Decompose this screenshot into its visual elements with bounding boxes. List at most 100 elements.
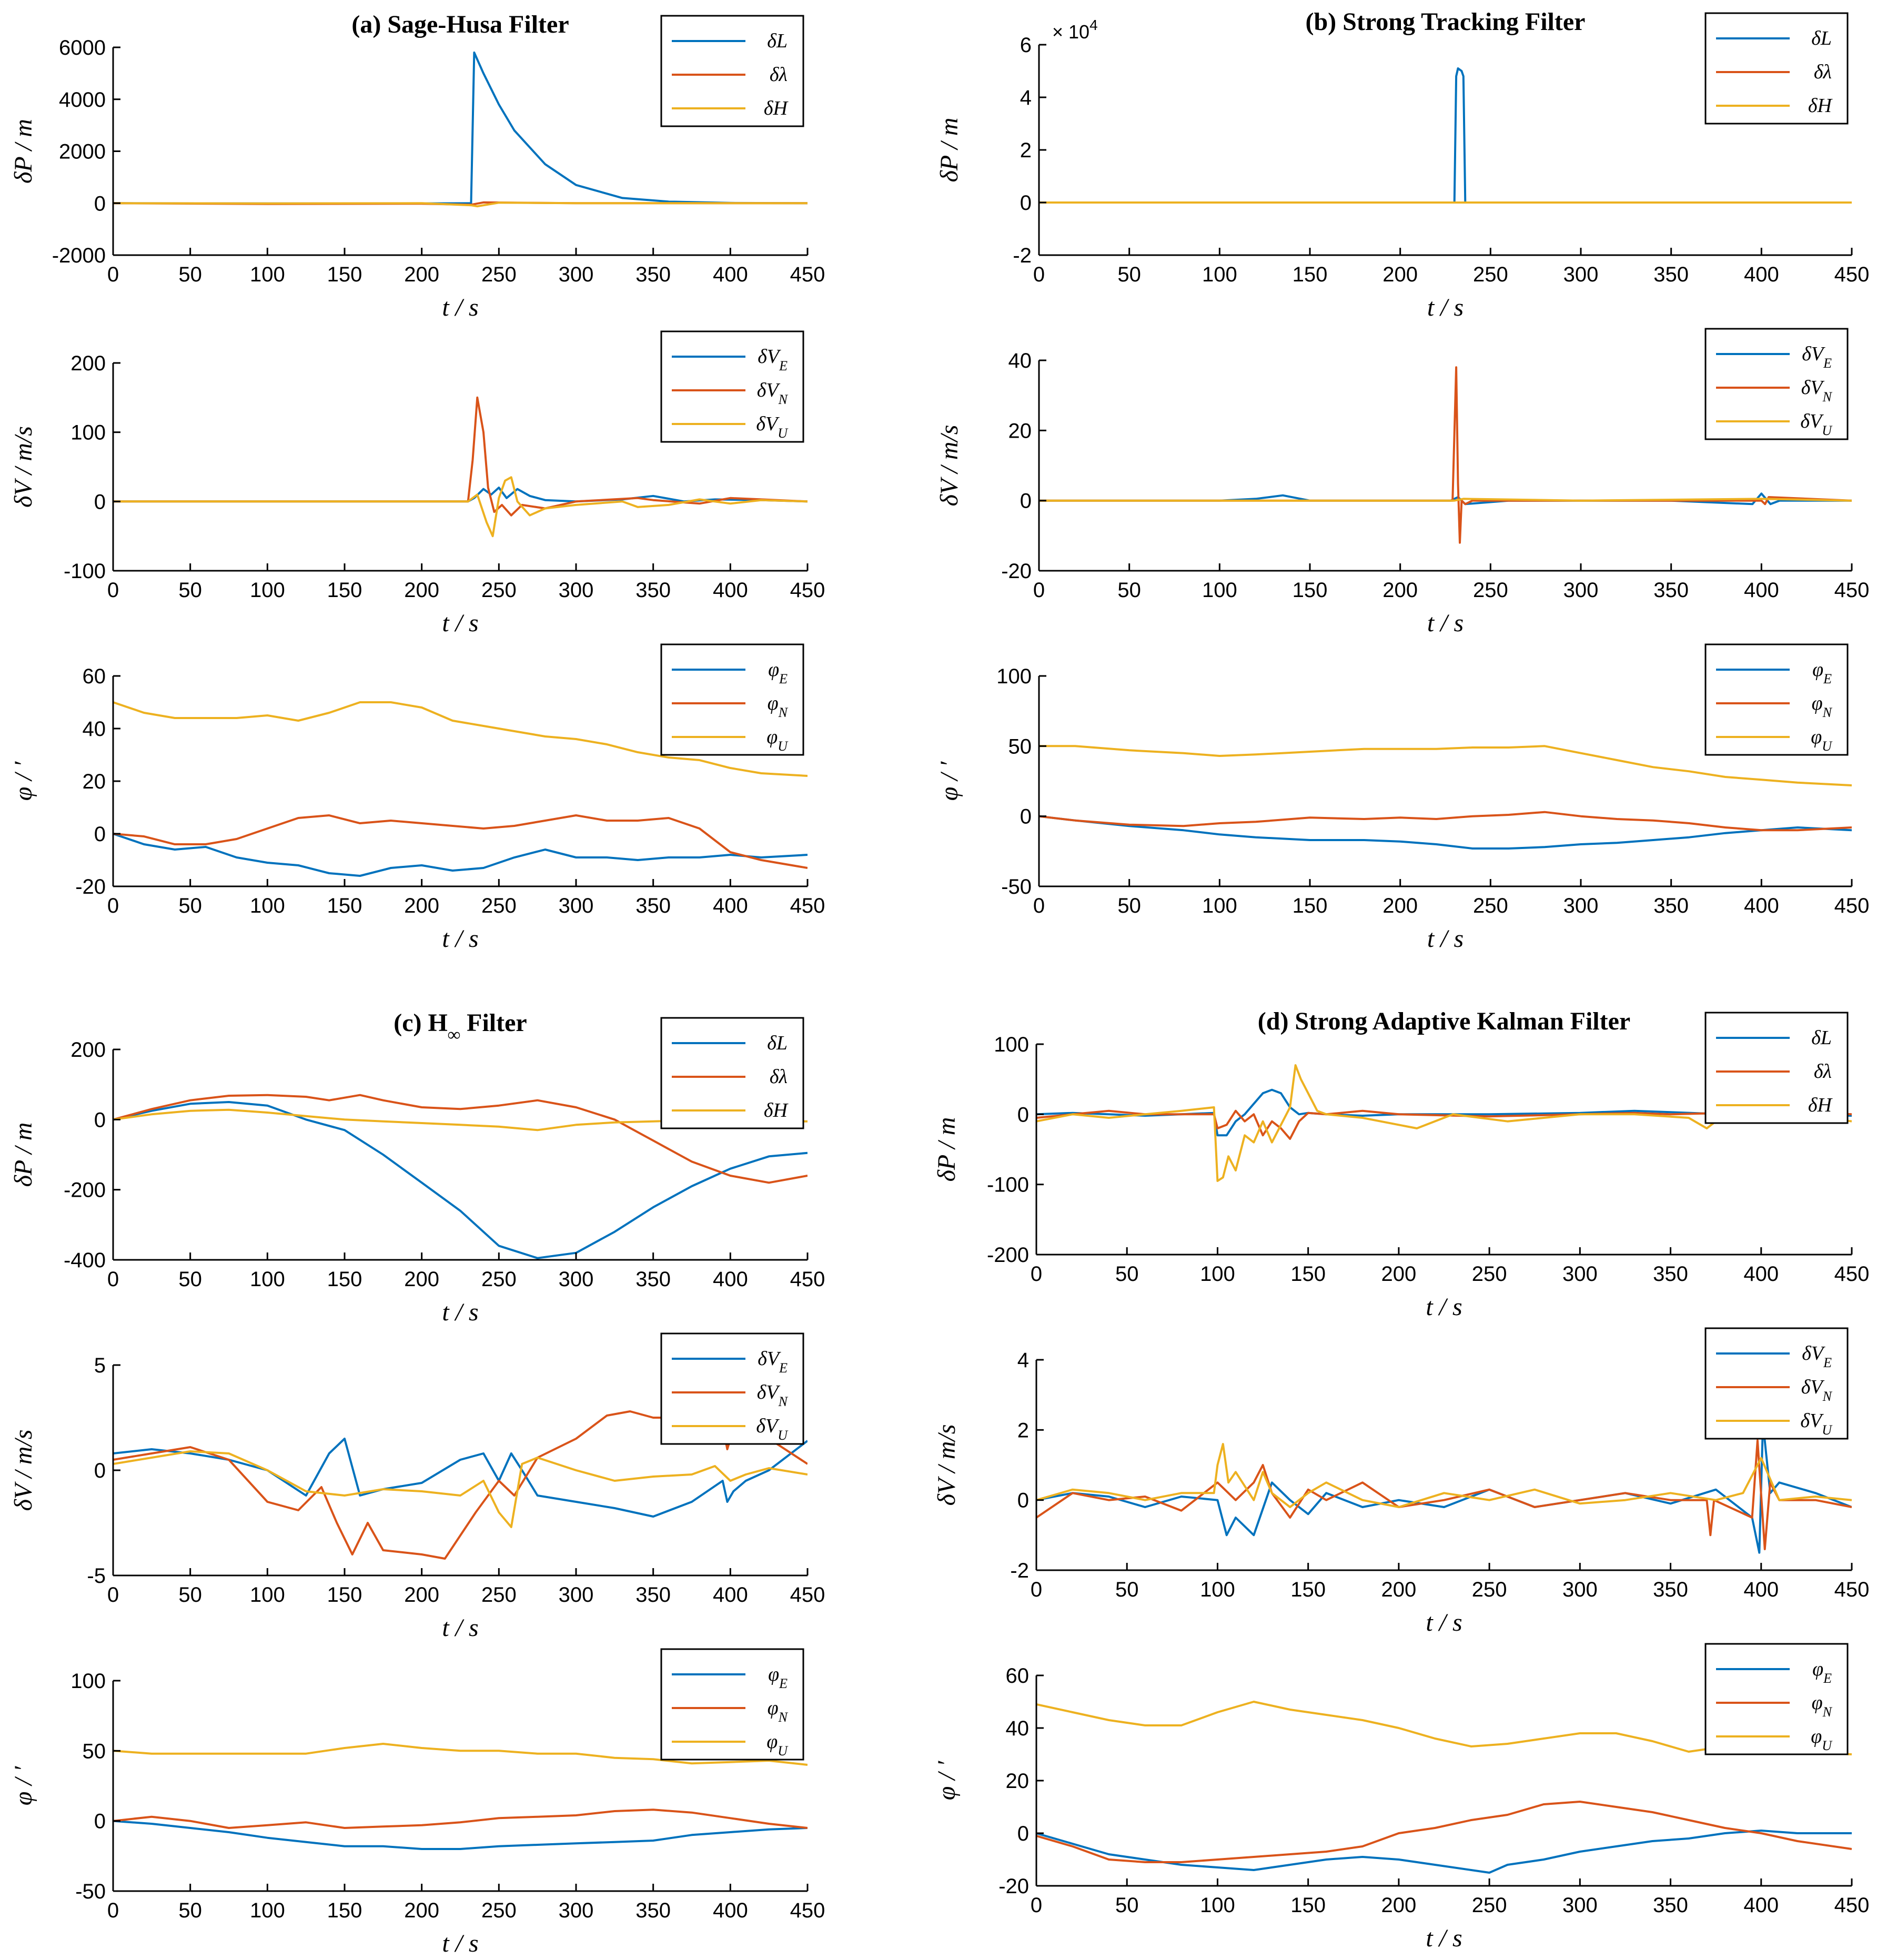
x-tick-label: 300 [1563,894,1599,917]
y-tick-label: -20 [998,1875,1029,1898]
y-tick-label: -50 [75,1880,106,1903]
x-tick-label: 300 [559,1268,594,1291]
x-tick-label: 450 [790,579,825,602]
panel-d1: 0 50 100 150 200 250 300 350 400 450 -200 -100 0 100 t… [933,1007,1869,1321]
x-tick-label: 200 [404,579,439,602]
y-tick-label: 100 [994,1033,1029,1056]
x-tick-label: 400 [713,1583,748,1607]
x-tick-label: 50 [1115,1578,1139,1601]
x-tick-label: 150 [327,1583,362,1607]
x-tick-label: 250 [1472,1262,1507,1286]
series-line-d2-2 [1036,1439,1852,1550]
legend-label: δL [767,1032,788,1054]
y-tick-label: 100 [996,665,1032,688]
series-group [1039,366,1852,544]
series-line-c2-3 [113,1450,808,1528]
y-tick-label: 40 [1008,349,1032,372]
x-tick-label: 250 [481,1583,517,1607]
legend-label: δH [764,1099,789,1122]
x-tick-label: 200 [1381,1894,1417,1917]
x-tick-label: 450 [1834,1894,1870,1917]
series-line-d2-1 [1036,1422,1852,1554]
y-tick-label: 2 [1017,1419,1029,1442]
x-tick-label: 400 [713,894,748,917]
x-tick-label: 250 [1473,263,1508,286]
x-axis-label: t / s [1426,1293,1462,1321]
legend-label: φU [1811,1725,1833,1753]
y-tick-label: -100 [987,1174,1029,1197]
x-tick-label: 300 [1562,1894,1598,1917]
y-tick-label: -50 [1001,875,1032,898]
x-tick-label: 400 [713,263,748,286]
y-tick-label: -2 [1010,1559,1029,1582]
x-axis-label: t / s [442,1929,478,1957]
legend-label: δVE [758,1348,788,1376]
x-tick-label: 300 [1562,1578,1598,1601]
x-tick-label: 0 [1031,1894,1042,1917]
x-tick-label: 450 [1834,894,1870,917]
x-tick-label: 450 [790,1583,825,1607]
axis-exponent: × 104 [1052,17,1098,43]
x-tick-label: 50 [1117,263,1141,286]
x-tick-label: 100 [1200,1894,1235,1917]
x-tick-label: 350 [1653,1262,1688,1286]
x-tick-label: 450 [790,263,825,286]
legend-label: δL [1811,1027,1832,1049]
y-tick-label: 0 [1017,1103,1029,1126]
series-line-c1-2 [113,1094,808,1184]
x-axis-label: t / s [442,925,478,953]
chart-title: (b) Strong Tracking Filter [1306,8,1586,36]
series-line-d3-1 [1036,1830,1852,1874]
x-tick-label: 0 [1033,579,1045,602]
legend-label: δVN [1801,377,1833,405]
x-tick-label: 150 [327,1899,362,1922]
x-axis-label: t / s [1426,1609,1462,1636]
y-tick-label: 20 [83,770,106,793]
x-tick-label: 350 [635,1268,671,1291]
series-line-d1-2 [1036,1109,1852,1140]
x-tick-label: 150 [327,1268,362,1291]
x-tick-label: 150 [1293,894,1328,917]
x-tick-label: 200 [1382,263,1418,286]
y-tick-label: 100 [70,421,106,444]
series-group [1036,1422,1852,1554]
x-tick-label: 200 [1381,1262,1417,1286]
x-tick-label: 200 [404,1268,439,1291]
x-tick-label: 100 [1202,579,1237,602]
y-tick-label: 50 [83,1740,106,1763]
legend-label: δλ [1814,1060,1832,1083]
x-tick-label: 50 [178,1268,202,1291]
x-tick-label: 200 [1381,1578,1417,1601]
series-group [1036,1701,1852,1874]
legend-label: φU [766,1731,789,1759]
legend-label: δVN [757,379,789,407]
y-tick-label: 6 [1020,34,1032,57]
y-axis-label: φ / ′ [9,761,37,801]
legend-label: δVE [1802,343,1832,371]
legend-label: φU [766,726,789,754]
x-tick-label: 150 [1293,579,1328,602]
x-tick-label: 0 [1033,263,1045,286]
series-line-b3-3 [1039,745,1852,786]
x-tick-label: 150 [1290,1578,1326,1601]
y-axis-label: δP / m [9,1123,37,1187]
y-tick-label: -200 [64,1179,106,1202]
chart-title: (d) Strong Adaptive Kalman Filter [1258,1007,1630,1035]
x-tick-label: 150 [327,579,362,602]
panel-c1: 0 50 100 150 200 250 300 350 400 450-400-2000200t… [9,1009,825,1326]
x-tick-label: 200 [404,894,439,917]
x-tick-label: 200 [1382,579,1418,602]
x-tick-label: 50 [1115,1894,1139,1917]
x-tick-label: 400 [713,1899,748,1922]
y-tick-label: 0 [94,192,106,215]
y-tick-label: 200 [70,1038,106,1062]
y-tick-label: 40 [83,718,106,741]
y-tick-label: 60 [83,665,106,688]
legend-label: δH [764,97,789,119]
legend: δL δλ δH [660,15,804,127]
y-tick-label: -5 [87,1564,106,1588]
x-tick-label: 400 [1743,1578,1779,1601]
